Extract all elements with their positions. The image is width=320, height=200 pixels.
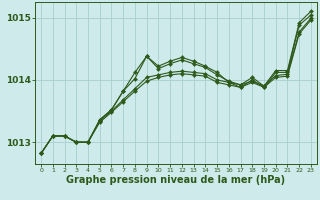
- X-axis label: Graphe pression niveau de la mer (hPa): Graphe pression niveau de la mer (hPa): [67, 175, 285, 185]
